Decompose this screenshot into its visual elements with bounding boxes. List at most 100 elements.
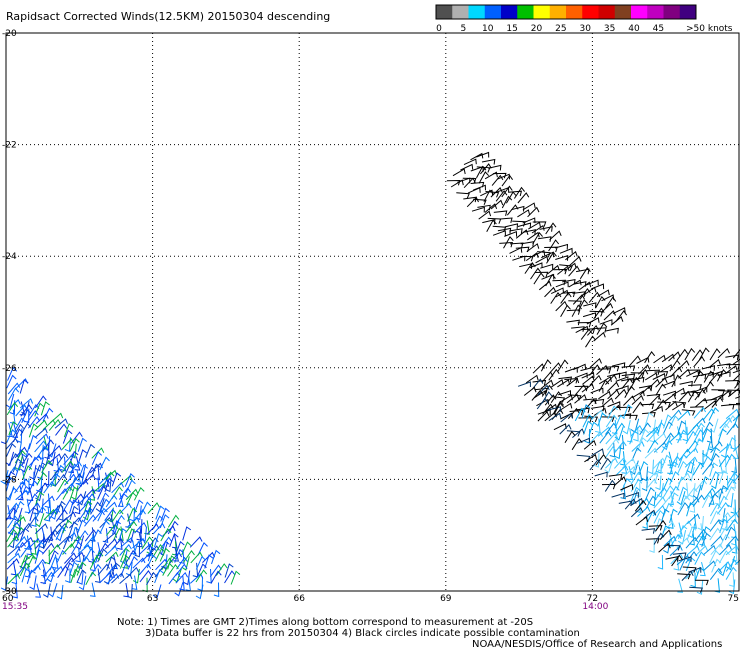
wind-barb [595,295,606,309]
speed-legend: 0 5 10 15 20 25 30 35 40 45 >50 knots [435,4,733,34]
wind-barb [641,466,649,482]
wind-barb [213,582,220,598]
wind-barb [605,422,618,435]
wind-barb [565,250,578,261]
wind-barb [529,262,543,269]
wind-barb [230,570,241,585]
wind-barb [537,236,552,242]
legend-swatch [549,5,567,19]
wind-barb [661,454,672,469]
wind-barb [537,411,550,422]
time-label: 15:35 [2,602,28,612]
wind-barb [621,373,636,380]
wind-barb [20,485,31,500]
wind-barb [708,493,719,508]
wind-barb [623,466,637,478]
wind-barb [110,562,121,577]
wind-barb [48,529,59,543]
wind-barb [554,243,569,250]
wind-barb [495,190,508,202]
wind-barb [645,538,660,544]
wind-barb [89,486,96,501]
wind-barb [599,431,612,444]
wind-barb [146,571,158,586]
wind-barb [714,578,721,593]
wind-barb [709,348,721,361]
wind-barb [596,289,610,298]
wind-barb [28,434,38,450]
wind-barb [572,363,587,371]
wind-barb [183,570,191,586]
wind-barb [85,443,96,458]
wind-barb [132,537,146,549]
wind-barb [35,513,45,528]
wind-barb [499,217,513,224]
wind-barb [503,236,514,249]
wind-barb [172,534,178,549]
legend-label: 35 [604,24,615,34]
wind-barb [5,437,19,450]
wind-barb [663,539,671,554]
wind-barb [49,445,62,457]
wind-barb [140,551,154,563]
wind-barb [655,475,662,491]
wind-barb [525,252,539,262]
wind-barb [525,374,539,384]
wind-barb [694,397,708,408]
wind-barb [483,189,494,203]
wind-barb [169,533,179,548]
wind-barb [159,514,170,529]
wind-barb [34,491,45,506]
legend-swatch [501,5,518,19]
wind-barb [734,507,740,517]
legend-swatch [468,5,486,19]
wind-barb [647,378,661,390]
wind-barb [62,519,73,534]
wind-barb [491,174,504,186]
wind-barb [558,376,573,383]
wind-barb [56,549,67,564]
wind-barb [160,507,170,522]
wind-barb [99,498,110,513]
wind-barb [703,370,715,383]
wind-barb [644,412,654,427]
wind-barb [555,281,569,288]
wind-barb [98,478,111,492]
wind-barb [649,394,662,406]
wind-barb [677,502,689,516]
wind-barb [677,524,688,540]
wind-barb [84,514,97,527]
wind-barb [131,575,138,591]
wind-barb [662,502,673,517]
legend-swatch [566,5,583,19]
wind-barb [709,510,721,525]
wind-barb [167,514,180,528]
wind-barb [663,414,673,429]
wind-barb [183,550,195,563]
wind-barb [44,493,51,509]
wind-barb [622,419,631,435]
wind-barb [622,457,636,469]
wind-barb [83,493,96,506]
wind-barb [717,428,727,443]
wind-barb [612,307,626,315]
wind-barb [154,569,164,584]
wind-barb [484,203,498,213]
wind-barb [14,463,25,478]
wind-barb [653,432,667,444]
wind-barb [531,389,544,401]
wind-barb [695,545,708,557]
wind-barb [89,527,96,542]
wind-barb [76,569,87,584]
wind-barb [499,241,513,248]
wind-barb [571,437,583,451]
wind-barb [631,394,644,405]
wind-barb [509,242,524,248]
wind-barb [685,536,699,549]
wind-barb [630,460,639,475]
wind-barb [718,508,726,523]
wind-barb [607,405,618,420]
wind-barb [97,563,110,576]
wind-barb [471,206,485,213]
wind-barb [694,528,707,542]
